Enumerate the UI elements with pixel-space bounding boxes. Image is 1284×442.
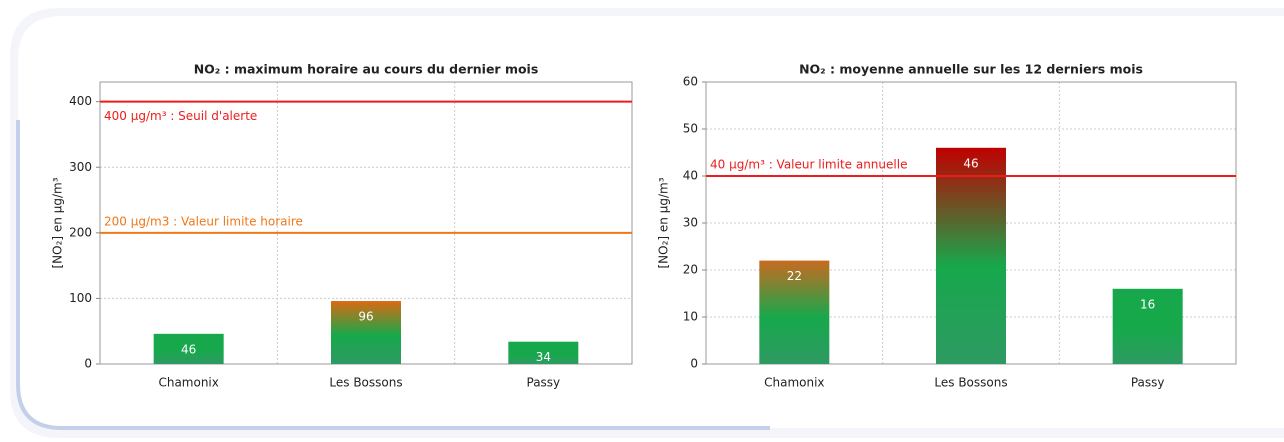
bar <box>331 301 401 364</box>
card-border <box>16 120 770 430</box>
x-tick-label: Chamonix <box>158 376 218 390</box>
y-tick-label: 100 <box>69 291 92 305</box>
threshold-label: 40 µg/m³ : Valeur limite annuelle <box>710 158 907 172</box>
bar <box>153 333 224 364</box>
y-tick-label: 10 <box>683 310 698 324</box>
y-axis-label: [NO₂] en µg/m³ <box>51 177 65 268</box>
value-label: 46 <box>963 156 978 170</box>
chart-title: NO₂ : maximum horaire au cours du dernie… <box>194 62 539 77</box>
y-tick-label: 60 <box>683 75 698 89</box>
chart-title: NO₂ : moyenne annuelle sur les 12 dernie… <box>799 62 1143 77</box>
y-tick-label: 300 <box>69 160 92 174</box>
bar <box>936 147 1006 364</box>
y-tick-label: 50 <box>683 122 698 136</box>
threshold-label: 400 µg/m³ : Seuil d'alerte <box>104 109 257 123</box>
value-label: 16 <box>1140 297 1155 311</box>
y-tick-label: 30 <box>683 216 698 230</box>
bar <box>1112 288 1183 364</box>
value-label: 22 <box>787 269 802 283</box>
x-tick-label: Passy <box>1131 376 1165 390</box>
y-tick-label: 200 <box>69 225 92 239</box>
y-axis-label: [NO₂] en µg/m³ <box>657 177 671 268</box>
y-tick-label: 400 <box>69 94 92 108</box>
value-label: 46 <box>181 342 196 356</box>
y-tick-label: 20 <box>683 263 698 277</box>
x-tick-label: Passy <box>527 376 561 390</box>
value-label: 96 <box>358 310 373 324</box>
y-tick-label: 0 <box>84 357 92 371</box>
y-tick-label: 0 <box>690 357 698 371</box>
x-tick-label: Les Bossons <box>934 376 1007 390</box>
x-tick-label: Les Bossons <box>329 376 402 390</box>
value-label: 34 <box>536 350 551 364</box>
bar <box>508 341 579 364</box>
y-tick-label: 40 <box>683 169 698 183</box>
bar <box>759 260 830 364</box>
x-tick-label: Chamonix <box>764 376 824 390</box>
threshold-label: 200 µg/m3 : Valeur limite horaire <box>104 214 303 228</box>
